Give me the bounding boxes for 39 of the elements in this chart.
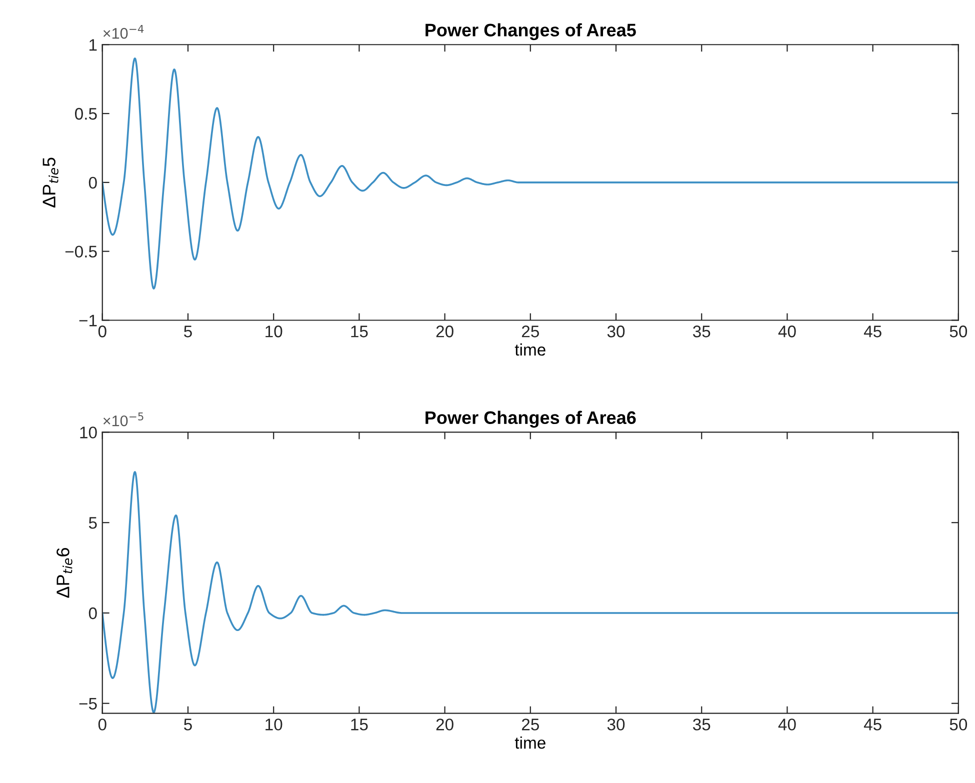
x-tick-label: 25 (522, 718, 539, 730)
y-tick-label: 1 (90, 39, 97, 51)
x-tick-label: 50 (950, 326, 968, 338)
x-tick-label: 0 (98, 326, 106, 338)
x-axis-title: time (514, 343, 546, 356)
x-tick-label: 40 (778, 718, 796, 730)
y-axis-title: ΔP$_{tie}$5 (42, 158, 58, 208)
y-tick-label: 10 (80, 426, 97, 438)
y-tick-label: 0 (88, 176, 97, 189)
x-tick-label: 25 (522, 326, 539, 338)
x-tick-label: 35 (692, 718, 710, 730)
y-tick-label: 0 (88, 607, 97, 620)
x-axis-title: time (514, 736, 546, 749)
x-tick-label: 5 (184, 326, 192, 338)
x-tick-label: 10 (266, 718, 282, 730)
x-tick-label: 35 (692, 326, 710, 338)
y-tick-label: 0.5 (75, 108, 97, 120)
x-tick-label: 5 (184, 718, 192, 730)
text: ×10$^{−4}$ (103, 24, 144, 39)
x-tick-label: 45 (864, 326, 882, 338)
x-tick-label: 15 (351, 718, 368, 730)
x-tick-label: 50 (950, 718, 968, 730)
x-tick-label: 0 (98, 718, 106, 730)
y-tick-label: 5 (88, 517, 97, 529)
x-tick-label: 20 (436, 718, 454, 730)
y-tick-label: −1 (79, 314, 97, 326)
x-tick-label: 30 (607, 326, 625, 338)
y-axis-title: ΔP$_{tie}$6 (56, 548, 72, 598)
x-tick-label: 20 (436, 326, 454, 338)
x-tick-label: 15 (351, 326, 368, 338)
x-tick-label: 10 (266, 326, 282, 338)
chart-title: Power Changes of Area6 (426, 410, 636, 428)
y-tick-label: −0.5 (65, 246, 97, 258)
x-tick-label: 45 (864, 718, 882, 730)
x-tick-label: 30 (607, 718, 625, 730)
chart-title: Power Changes of Area5 (426, 23, 636, 40)
x-tick-label: 40 (778, 326, 796, 338)
text: ×10$^{−5}$ (103, 412, 144, 426)
y-tick-label: −5 (79, 698, 97, 710)
